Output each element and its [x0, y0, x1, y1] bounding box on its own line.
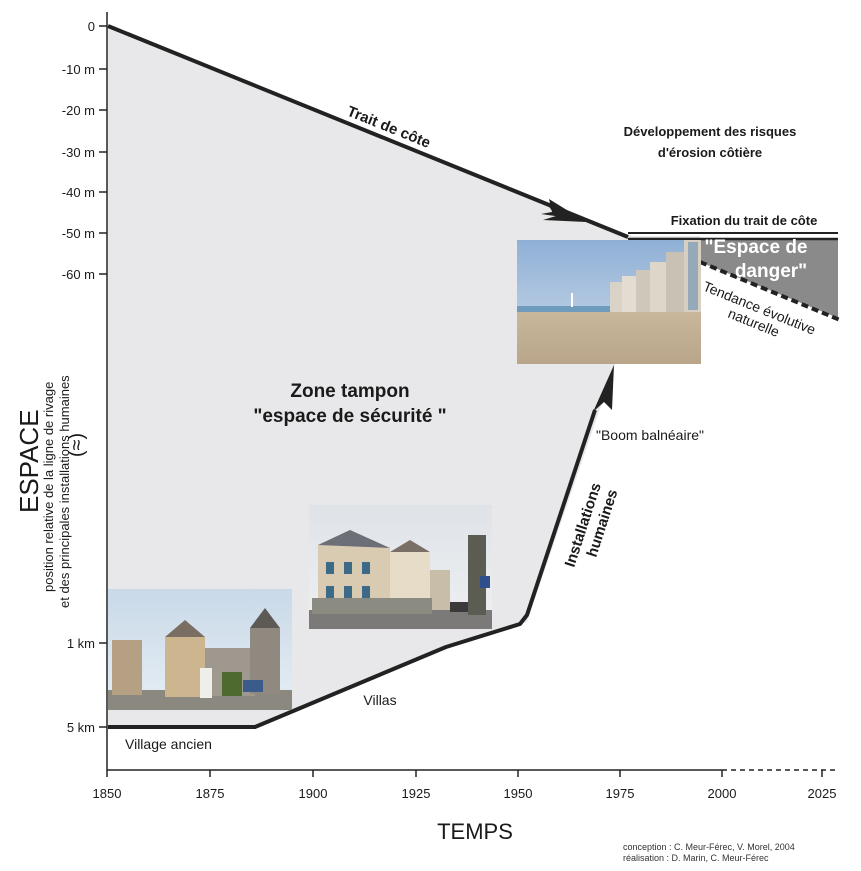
buffer-zone-subtitle: "espace de sécurité " — [253, 406, 446, 427]
old-village-label: Village ancien — [125, 736, 212, 752]
beach-resort-photo — [517, 240, 701, 364]
old-village-photo — [108, 589, 292, 710]
y-axis-subtitle-2: et des principales installations humaine… — [57, 375, 72, 608]
buffer-zone-title: Zone tampon — [290, 381, 409, 402]
x-tick-label: 1975 — [606, 786, 635, 801]
natural-trend-line — [699, 260, 841, 322]
x-tick-marks — [106, 770, 823, 777]
installations-arrowhead — [593, 365, 614, 412]
x-axis-title: TEMPS — [437, 819, 513, 844]
y-tick-label: -20 m — [62, 103, 95, 118]
fixed-shoreline-label: Fixation du trait de côte — [671, 213, 818, 228]
x-tick-label: 1900 — [299, 786, 328, 801]
credits-conception: conception : C. Meur-Férec, V. Morel, 20… — [623, 842, 795, 852]
y-tick-label: -50 m — [62, 226, 95, 241]
y-tick-label: 5 km — [67, 720, 95, 735]
y-tick-label: 0 — [88, 19, 95, 34]
x-tick-label: 1875 — [196, 786, 225, 801]
credits-realisation: réalisation : D. Marin, C. Meur-Férec — [623, 853, 769, 863]
shoreline-arrowhead-main — [543, 204, 586, 222]
x-tick-label: 1950 — [504, 786, 533, 801]
credits: conception : C. Meur-Férec, V. Morel, 20… — [623, 842, 795, 864]
x-tick-label: 2025 — [808, 786, 837, 801]
x-tick-label: 1925 — [402, 786, 431, 801]
villas-label: Villas — [363, 692, 396, 708]
danger-space-label-1: "Espace de — [704, 237, 807, 258]
y-tick-labels: 0 -10 m -20 m -30 m -40 m -50 m -60 m 1 km 5 km — [62, 19, 95, 735]
danger-zone-area — [700, 240, 838, 318]
y-tick-label: -10 m — [62, 62, 95, 77]
shoreline-line — [107, 24, 629, 239]
erosion-risk-label-2: d'érosion côtière — [658, 145, 762, 160]
x-tick-labels: 1850 1875 1900 1925 1950 1975 2000 2025 — [93, 786, 837, 801]
human-installations-line — [108, 409, 597, 729]
danger-space-label-2: danger" — [735, 261, 807, 282]
villas-photo — [309, 505, 492, 629]
y-tick-label: 1 km — [67, 636, 95, 651]
y-axis-title: ESPACE — [14, 409, 44, 513]
y-axis-subtitle-1: position relative de la ligne de rivage — [41, 382, 56, 592]
x-tick-label: 1850 — [93, 786, 122, 801]
resort-boom-label: "Boom balnéaire" — [596, 427, 704, 443]
x-tick-label: 2000 — [708, 786, 737, 801]
y-tick-label: -60 m — [62, 267, 95, 282]
y-tick-label: -30 m — [62, 145, 95, 160]
erosion-risk-label-1: Développement des risques — [624, 124, 797, 139]
axis-break-symbol: (≈) — [66, 433, 88, 457]
shoreline-arrowhead — [541, 199, 583, 220]
y-tick-label: -40 m — [62, 185, 95, 200]
y-tick-marks — [99, 25, 107, 728]
safety-zone-area — [108, 26, 700, 727]
